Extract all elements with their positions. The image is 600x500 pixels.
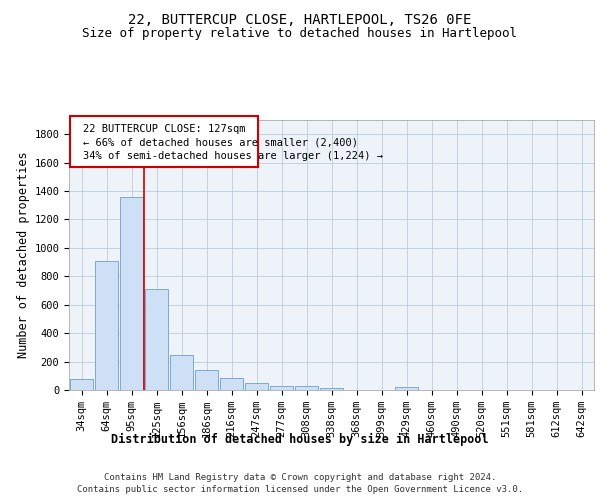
Bar bbox=[395, 387, 418, 390]
Bar bbox=[220, 378, 244, 390]
Bar bbox=[245, 383, 268, 390]
Text: 22 BUTTERCUP CLOSE: 127sqm
← 66% of detached houses are smaller (2,400)
34% of s: 22 BUTTERCUP CLOSE: 127sqm ← 66% of deta… bbox=[83, 124, 383, 160]
Bar bbox=[194, 370, 218, 390]
Bar bbox=[170, 355, 193, 390]
Text: Size of property relative to detached houses in Hartlepool: Size of property relative to detached ho… bbox=[83, 28, 517, 40]
Bar bbox=[119, 196, 143, 390]
Bar bbox=[145, 289, 169, 390]
Bar bbox=[269, 386, 293, 390]
Bar bbox=[95, 262, 118, 390]
Text: Contains public sector information licensed under the Open Government Licence v3: Contains public sector information licen… bbox=[77, 485, 523, 494]
Bar bbox=[295, 386, 319, 390]
Bar bbox=[70, 378, 94, 390]
Text: 22, BUTTERCUP CLOSE, HARTLEPOOL, TS26 0FE: 22, BUTTERCUP CLOSE, HARTLEPOOL, TS26 0F… bbox=[128, 12, 472, 26]
FancyBboxPatch shape bbox=[70, 116, 258, 167]
Y-axis label: Number of detached properties: Number of detached properties bbox=[17, 152, 30, 358]
Text: Contains HM Land Registry data © Crown copyright and database right 2024.: Contains HM Land Registry data © Crown c… bbox=[104, 472, 496, 482]
Text: Distribution of detached houses by size in Hartlepool: Distribution of detached houses by size … bbox=[111, 432, 489, 446]
Bar bbox=[320, 388, 343, 390]
